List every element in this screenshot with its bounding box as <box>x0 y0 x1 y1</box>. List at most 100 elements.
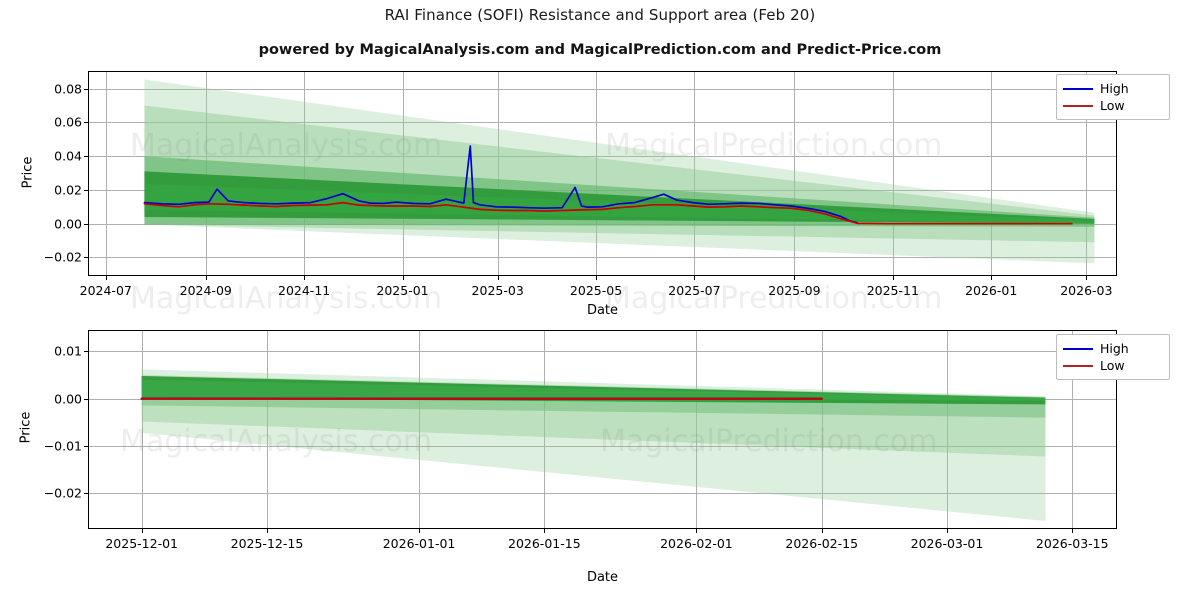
y-tick-mark <box>84 493 88 495</box>
legend-item-low-lower[interactable]: Low <box>1063 357 1162 374</box>
upper-legend: High Low <box>1056 74 1170 120</box>
legend-item-high[interactable]: High <box>1063 80 1162 97</box>
gridline-horizontal <box>88 89 1117 90</box>
y-tick-mark <box>84 122 88 124</box>
gridline-horizontal <box>88 493 1117 494</box>
y-tick-mark <box>84 223 88 225</box>
y-tick-label: −0.02 <box>43 249 82 265</box>
x-tick-label: 2026-01-15 <box>508 536 581 551</box>
legend-item-high-lower[interactable]: High <box>1063 340 1162 357</box>
lower-chart-axes <box>88 330 1117 529</box>
x-tick-mark <box>596 276 598 280</box>
y-tick-label: 0.00 <box>54 391 82 407</box>
gridline-vertical <box>1072 330 1073 529</box>
x-tick-label: 2025-12-01 <box>105 536 178 551</box>
page-title: RAI Finance (SOFI) Resistance and Suppor… <box>384 6 816 24</box>
gridline-horizontal <box>88 446 1117 447</box>
x-tick-mark <box>1072 529 1074 533</box>
gridline-vertical <box>893 71 894 276</box>
gridline-vertical <box>947 330 948 529</box>
legend-label-low: Low <box>1100 358 1125 373</box>
gridline-vertical <box>142 330 143 529</box>
upper-plot-area <box>88 71 1117 276</box>
y-tick-mark <box>84 88 88 90</box>
x-tick-label: 2025-12-15 <box>230 536 304 551</box>
legend-item-low[interactable]: Low <box>1063 97 1162 114</box>
x-tick-label: 2026-01-01 <box>382 536 456 551</box>
x-tick-mark <box>892 276 894 280</box>
gridline-vertical <box>544 330 545 529</box>
x-tick-label: 2026-03-01 <box>910 536 984 551</box>
band-core-dark <box>141 379 1046 401</box>
x-tick-mark <box>544 529 546 533</box>
lower-ylabel: Price <box>18 411 34 444</box>
x-tick-mark <box>419 529 421 533</box>
page-subtitle: powered by MagicalAnalysis.com and Magic… <box>258 42 942 58</box>
y-tick-mark <box>84 351 88 353</box>
x-tick-mark <box>266 529 268 533</box>
gridline-vertical <box>696 330 697 529</box>
gridline-vertical <box>596 71 597 276</box>
x-tick-label: 2026-02-15 <box>785 536 859 551</box>
upper-ylabel: Price <box>20 156 36 189</box>
y-tick-mark <box>84 257 88 259</box>
series-line-low <box>143 201 1073 225</box>
gridline-horizontal <box>88 122 1117 123</box>
lower-plot-area <box>88 330 1117 529</box>
x-tick-label: 2026-01 <box>965 283 1018 298</box>
x-tick-mark <box>205 276 207 280</box>
x-tick-label: 2025-09 <box>768 283 821 298</box>
legend-label-low: Low <box>1100 98 1125 113</box>
x-tick-label: 2024-07 <box>79 283 132 298</box>
x-tick-mark <box>402 276 404 280</box>
legend-swatch-high <box>1063 87 1093 90</box>
y-tick-mark <box>84 446 88 448</box>
legend-label-high: High <box>1100 341 1129 356</box>
x-tick-mark <box>696 529 698 533</box>
lower-xlabel: Date <box>586 570 619 585</box>
x-tick-label: 2025-11 <box>866 283 919 298</box>
upper-price-lines <box>143 145 1073 225</box>
series-line-high <box>143 145 859 224</box>
lower-price-lines <box>140 397 823 400</box>
y-tick-mark <box>84 156 88 158</box>
x-tick-mark <box>141 529 143 533</box>
gridline-vertical <box>794 71 795 276</box>
gridline-vertical <box>106 71 107 276</box>
gridline-vertical <box>419 330 420 529</box>
upper-xlabel: Date <box>586 303 619 318</box>
y-tick-label: 0.06 <box>54 114 82 130</box>
x-tick-label: 2025-03 <box>471 283 524 298</box>
y-tick-label: 0.08 <box>54 81 82 97</box>
x-tick-label: 2024-09 <box>179 283 232 298</box>
x-tick-mark <box>946 529 948 533</box>
x-tick-mark <box>991 276 993 280</box>
x-tick-mark <box>105 276 107 280</box>
x-tick-mark <box>821 529 823 533</box>
x-tick-label: 2025-07 <box>668 283 721 298</box>
gridline-horizontal <box>88 351 1117 352</box>
x-tick-mark <box>304 276 306 280</box>
gridline-horizontal <box>88 257 1117 258</box>
gridline-vertical <box>694 71 695 276</box>
gridline-vertical <box>267 330 268 529</box>
gridline-horizontal <box>88 156 1117 157</box>
x-tick-label: 2026-03 <box>1060 283 1113 298</box>
x-tick-label: 2025-05 <box>569 283 623 298</box>
x-tick-label: 2026-03-15 <box>1035 536 1109 551</box>
y-tick-label: −0.01 <box>43 438 82 454</box>
x-tick-mark <box>794 276 796 280</box>
upper-chart-axes <box>88 71 1117 276</box>
y-tick-label: 0.01 <box>54 343 82 359</box>
gridline-vertical <box>498 71 499 276</box>
lower-resistance-support-bands <box>141 369 1046 521</box>
y-tick-label: 0.04 <box>54 148 82 164</box>
x-tick-mark <box>694 276 696 280</box>
legend-swatch-low <box>1063 364 1093 367</box>
y-tick-label: 0.02 <box>54 182 82 198</box>
legend-label-high: High <box>1100 81 1129 96</box>
x-tick-label: 2024-11 <box>277 283 331 298</box>
x-tick-mark <box>1086 276 1088 280</box>
y-tick-label: −0.02 <box>43 485 82 501</box>
